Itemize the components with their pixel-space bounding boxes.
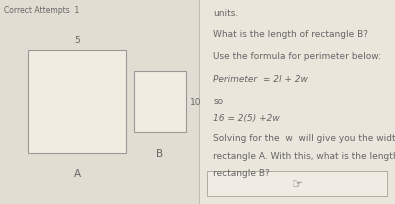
Text: rectangle B?: rectangle B? xyxy=(213,168,270,177)
Text: 10: 10 xyxy=(190,98,201,106)
Text: Correct Attempts  1: Correct Attempts 1 xyxy=(4,6,79,15)
Bar xyxy=(28,51,126,153)
Text: Use the formula for perimeter below:: Use the formula for perimeter below: xyxy=(213,52,381,61)
Bar xyxy=(134,71,186,133)
Text: 16 = 2(5) +2w: 16 = 2(5) +2w xyxy=(213,113,280,122)
Text: 5: 5 xyxy=(74,36,80,45)
Text: rectangle A. With this, what is the length of: rectangle A. With this, what is the leng… xyxy=(213,151,395,160)
Text: A: A xyxy=(73,169,81,178)
Text: units.: units. xyxy=(213,9,239,18)
Text: B: B xyxy=(156,148,164,158)
Text: ☞: ☞ xyxy=(292,177,303,190)
Bar xyxy=(207,171,387,196)
Text: so: so xyxy=(213,97,224,106)
Bar xyxy=(0,0,199,204)
Text: Solving for the  w  will give you the width of: Solving for the w will give you the widt… xyxy=(213,134,395,143)
Text: Perimeter  = 2l + 2w: Perimeter = 2l + 2w xyxy=(213,74,308,83)
Text: What is the length of rectangle B?: What is the length of rectangle B? xyxy=(213,30,368,39)
